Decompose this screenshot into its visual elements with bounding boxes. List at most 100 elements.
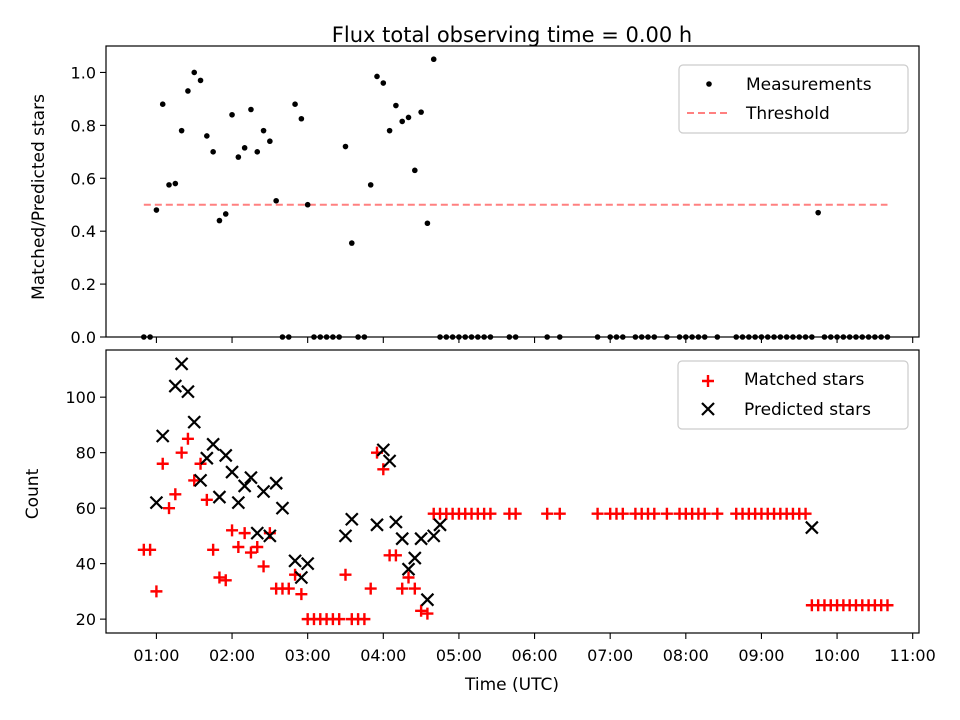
bottom-panel: 20 40 60 80 100 01:00 02:00 03:00 04:00 05:00 06:… — [23, 349, 936, 695]
predicted-star-point — [294, 570, 309, 585]
top-legend: Measurements Threshold — [678, 64, 909, 134]
matched-star-point — [396, 582, 409, 595]
predicted-star-point — [414, 531, 428, 546]
matched-star-point — [881, 599, 894, 612]
bottom-xtick-label: 09:00 — [738, 646, 784, 665]
matched-star-point — [150, 585, 163, 598]
measurement-point — [222, 211, 229, 217]
bottom-xtick-label: 03:00 — [285, 646, 331, 665]
predicted-star-point — [263, 529, 277, 543]
measurement-point — [166, 182, 172, 188]
top-ytick-label: 0.4 — [71, 222, 96, 241]
measurement-point — [229, 111, 235, 118]
predicted-star-point — [200, 451, 214, 465]
predicted-legend-marker — [701, 402, 715, 416]
matched-star-point — [484, 507, 497, 520]
predicted-star-point — [338, 529, 353, 543]
measurement-point — [393, 102, 399, 109]
matched-star-point — [163, 502, 176, 515]
matched-star-point — [358, 613, 371, 626]
top-axes-frame — [105, 45, 920, 338]
measurement-point — [430, 56, 437, 63]
matched-star-point — [207, 543, 220, 556]
predicted-star-point — [231, 495, 246, 510]
top-ytick-label: 0.6 — [71, 169, 96, 188]
matched-star-point — [799, 507, 812, 520]
bottom-legend-box — [677, 360, 909, 430]
measurement-point — [254, 149, 261, 155]
measurement-point — [267, 138, 273, 145]
predicted-star-point — [174, 357, 189, 371]
predicted-star-point — [269, 476, 283, 490]
matched-legend-marker — [702, 375, 714, 387]
matched-star-point — [169, 488, 182, 501]
measurement-point — [241, 145, 248, 151]
predicted-star-point — [408, 551, 422, 565]
matched-star-point — [295, 588, 308, 601]
measurement-point — [197, 77, 204, 84]
predicted-star-point — [382, 454, 397, 468]
matched-star-point — [711, 507, 724, 520]
matched-star-point — [156, 457, 169, 470]
predicted-star-point — [155, 429, 170, 443]
matched-star-point — [698, 507, 711, 520]
matched-star-point — [415, 604, 428, 617]
figure-title: Flux total observing time = 0.00 h — [332, 23, 692, 47]
bottom-ytick-label: 20 — [76, 610, 96, 629]
bottom-xtick-label: 06:00 — [512, 646, 558, 665]
measurement-point — [235, 154, 242, 160]
measurement-point — [304, 201, 311, 208]
matched-star-point — [232, 540, 245, 553]
bottom-ytick-label: 100 — [65, 388, 96, 407]
predicted-star-point — [237, 479, 252, 493]
predicted-star-point — [401, 562, 416, 576]
predicted-star-point — [376, 443, 391, 457]
matched-star-point — [509, 507, 522, 520]
top-ytick-label: 0.0 — [71, 328, 96, 347]
bottom-xtick-label: 05:00 — [436, 646, 482, 665]
measurement-point — [374, 73, 380, 80]
measurement-point — [210, 149, 216, 155]
predicted-star-point — [244, 470, 258, 485]
matched-star-point — [213, 571, 226, 584]
matched-star-point — [333, 613, 346, 626]
measurement-point — [342, 143, 349, 150]
matched-star-point — [238, 527, 251, 540]
measurement-point — [418, 109, 424, 115]
matched-star-point — [660, 507, 673, 520]
measurement-point — [191, 69, 198, 76]
predicted-star-point — [288, 554, 302, 568]
matched-star-point — [257, 560, 270, 573]
measurement-point — [405, 114, 412, 121]
measurement-point — [260, 127, 267, 134]
matched-star-point — [144, 543, 157, 556]
bottom-y-axis-label: Count — [23, 468, 43, 519]
top-panel: 0.0 0.2 0.4 0.6 0.8 1.0 Matched/Predicted sta… — [29, 45, 920, 347]
matched-star-point — [181, 432, 194, 445]
predicted-star-point — [389, 515, 403, 529]
bottom-xtick-label: 08:00 — [663, 646, 709, 665]
predicted-star-point — [345, 512, 359, 527]
bottom-y-axis: 20 40 60 80 100 — [65, 388, 106, 629]
matched-star-point — [364, 582, 377, 595]
predicted-star-point — [225, 465, 239, 479]
measurement-point — [386, 127, 393, 134]
matched-star-point — [553, 507, 566, 520]
measurement-point — [178, 127, 185, 134]
bottom-xtick-label: 01:00 — [133, 646, 179, 665]
legend-label-threshold: Threshold — [745, 104, 830, 124]
matched-star-point — [389, 549, 402, 562]
bottom-xtick-label: 10:00 — [814, 646, 860, 665]
top-ytick-label: 1.0 — [71, 63, 96, 82]
matched-star-point — [339, 568, 352, 581]
predicted-star-point — [300, 556, 315, 571]
legend-label-measurements: Measurements — [746, 75, 872, 95]
bottom-xtick-label: 02:00 — [209, 646, 255, 665]
measurement-point — [185, 88, 191, 94]
top-y-axis-label: Matched/Predicted stars — [29, 94, 49, 300]
bottom-xtick-label: 07:00 — [587, 646, 633, 665]
measurement-point — [292, 101, 298, 107]
legend-label-predicted: Predicted stars — [744, 400, 871, 420]
measurement-point — [815, 209, 821, 216]
